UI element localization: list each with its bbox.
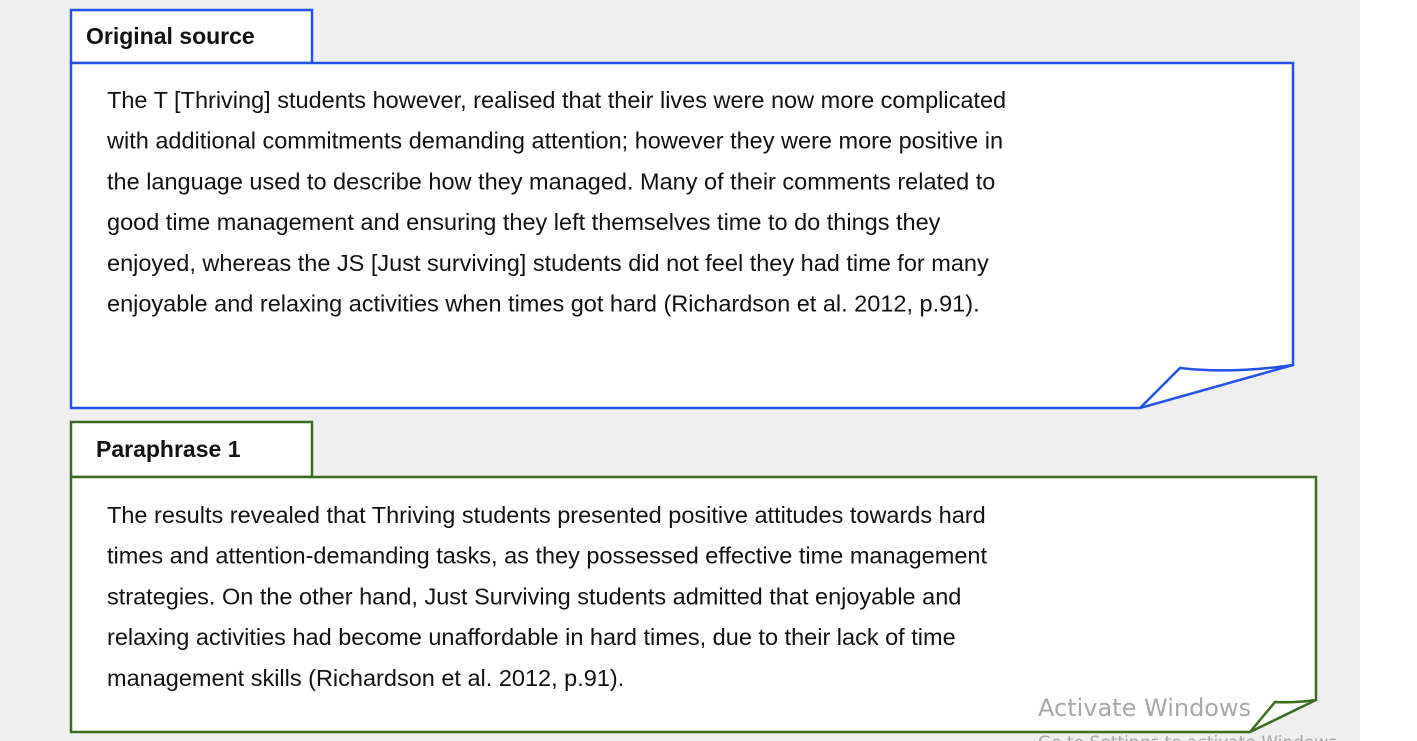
- original-box: [69, 61, 1295, 410]
- text-line: good time management and ensuring they l…: [107, 209, 941, 235]
- original-label: Original source: [86, 23, 255, 49]
- text-line: The results revealed that Thriving stude…: [107, 502, 986, 528]
- text-line: with additional commitments demanding at…: [106, 128, 1003, 154]
- text-line: the language used to describe how they m…: [107, 168, 995, 194]
- fold: [1139, 363, 1294, 409]
- original-tab: [69, 8, 314, 65]
- watermark-title: Activate Windows: [1038, 694, 1251, 722]
- text-line: strategies. On the other hand, Just Surv…: [107, 583, 961, 609]
- watermark-subtitle: Go to Settings to activate Windows.: [1038, 733, 1343, 741]
- text-line: enjoyed, whereas the JS [Just surviving]…: [107, 250, 989, 276]
- text-line: times and attention-demanding tasks, as …: [107, 543, 987, 569]
- fold: [1249, 698, 1317, 733]
- text-line: enjoyable and relaxing activities when t…: [107, 291, 980, 317]
- text-line: management skills (Richardson et al. 201…: [107, 665, 624, 691]
- paraphrase-box: [69, 475, 1318, 734]
- paraphrase-label: Paraphrase 1: [96, 436, 241, 462]
- text-line: relaxing activities had become unafforda…: [107, 624, 956, 650]
- text-line: The T [Thriving] students however, reali…: [107, 87, 1006, 113]
